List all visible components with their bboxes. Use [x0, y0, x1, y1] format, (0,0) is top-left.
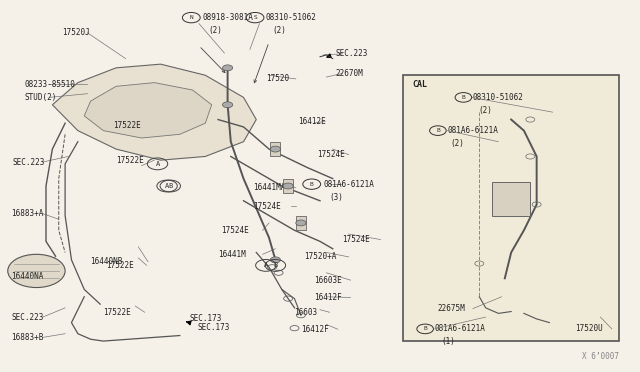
Text: (3): (3)	[330, 193, 344, 202]
Text: 16883+A: 16883+A	[12, 209, 44, 218]
Text: X 6’0007: X 6’0007	[582, 352, 620, 361]
Text: 17520: 17520	[266, 74, 289, 83]
Text: 16603E: 16603E	[314, 276, 341, 285]
Text: SEC.223: SEC.223	[12, 312, 44, 321]
Polygon shape	[52, 64, 256, 160]
Text: (2): (2)	[209, 26, 222, 35]
Text: 17520J: 17520J	[62, 28, 90, 37]
Polygon shape	[84, 83, 212, 138]
Bar	[270, 142, 280, 156]
Text: 17522E: 17522E	[106, 261, 134, 270]
Text: 16412E: 16412E	[298, 117, 326, 126]
Text: 081A6-6121A: 081A6-6121A	[447, 126, 499, 135]
Circle shape	[8, 254, 65, 288]
Text: 17520+A: 17520+A	[304, 252, 337, 262]
Text: SEC.173: SEC.173	[198, 323, 230, 331]
Text: 08310-51062: 08310-51062	[473, 93, 524, 102]
Text: B: B	[436, 128, 440, 133]
Text: 17520U: 17520U	[575, 324, 603, 333]
Text: SEC.173: SEC.173	[189, 314, 221, 323]
Bar	[296, 216, 306, 230]
Text: B: B	[310, 182, 314, 187]
Text: 08918-3081A: 08918-3081A	[202, 13, 253, 22]
Text: 17522E: 17522E	[113, 121, 141, 129]
Circle shape	[270, 146, 280, 152]
Text: 16441M: 16441M	[218, 250, 246, 259]
Text: B: B	[423, 326, 427, 331]
Text: A: A	[264, 262, 268, 268]
Text: 16441MA: 16441MA	[253, 183, 285, 192]
Circle shape	[223, 102, 233, 108]
Text: (2): (2)	[272, 26, 286, 35]
Text: 16603: 16603	[294, 308, 317, 317]
Text: 17522E: 17522E	[103, 308, 131, 317]
FancyBboxPatch shape	[403, 75, 620, 341]
Bar	[492, 182, 531, 215]
Text: 16440NA: 16440NA	[12, 272, 44, 281]
Text: S: S	[253, 15, 257, 20]
Text: 081A6-6121A: 081A6-6121A	[323, 180, 374, 189]
Text: (1): (1)	[441, 337, 455, 346]
Circle shape	[223, 65, 233, 71]
Text: SEC.223: SEC.223	[13, 157, 45, 167]
Text: 17522E: 17522E	[116, 155, 144, 165]
Text: 17524E: 17524E	[221, 226, 249, 235]
Circle shape	[296, 220, 306, 226]
Text: SEC.223: SEC.223	[336, 49, 368, 58]
Text: STUD(2): STUD(2)	[24, 93, 57, 102]
Text: 081A6-6121A: 081A6-6121A	[435, 324, 486, 333]
Text: 17524E: 17524E	[317, 150, 344, 159]
Circle shape	[283, 183, 293, 189]
Text: (2): (2)	[451, 139, 465, 148]
Text: 22670M: 22670M	[336, 69, 364, 78]
Text: N: N	[189, 15, 193, 20]
Text: 16883+B: 16883+B	[12, 333, 44, 342]
Text: 16412F: 16412F	[314, 293, 341, 302]
Text: A: A	[165, 183, 169, 189]
Text: A: A	[156, 161, 159, 167]
Text: 22675M: 22675M	[438, 304, 466, 313]
Text: B: B	[273, 262, 278, 268]
Text: 17524E: 17524E	[342, 235, 370, 244]
Text: CAL: CAL	[412, 80, 428, 89]
Text: 16412F: 16412F	[301, 325, 328, 334]
Text: 17524E: 17524E	[253, 202, 281, 211]
Text: 08310-51062: 08310-51062	[266, 13, 317, 22]
Text: 08233-85510: 08233-85510	[24, 80, 76, 89]
Text: B: B	[168, 183, 172, 189]
Text: B: B	[461, 95, 465, 100]
Text: (2): (2)	[478, 106, 492, 115]
Circle shape	[270, 257, 280, 263]
Bar	[283, 179, 293, 193]
Text: 16440NB: 16440NB	[91, 257, 123, 266]
